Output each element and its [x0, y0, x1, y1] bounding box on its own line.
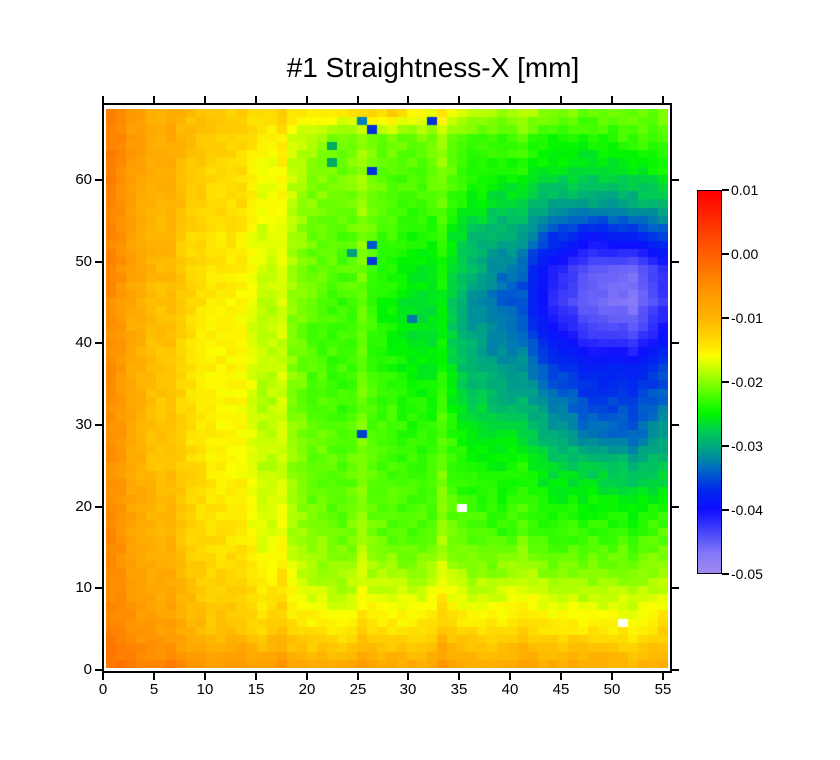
- x-tick-mark: [662, 673, 664, 680]
- x-tick-label: 30: [399, 681, 417, 698]
- colorbar-tick-mark: [722, 253, 729, 255]
- y-tick-mark: [672, 179, 679, 181]
- y-tick-mark: [95, 179, 102, 181]
- colorbar-tick-label: 0.00: [731, 246, 759, 262]
- x-tick-mark: [255, 96, 257, 103]
- y-tick-mark: [95, 669, 102, 671]
- x-tick-mark: [458, 96, 460, 103]
- y-tick-label: 20: [75, 498, 92, 515]
- x-tick-mark: [357, 96, 359, 103]
- y-tick-mark: [672, 261, 679, 263]
- y-tick-label: 40: [75, 334, 92, 351]
- y-tick-mark: [672, 587, 679, 589]
- plot-frame: [102, 103, 672, 673]
- y-tick-mark: [672, 424, 679, 426]
- x-tick-mark: [204, 673, 206, 680]
- colorbar-tick-mark: [722, 381, 729, 383]
- x-tick-mark: [102, 96, 104, 103]
- colorbar-tick-label: -0.04: [731, 502, 763, 518]
- colorbar-tick-label: 0.01: [731, 182, 759, 198]
- x-tick-mark: [255, 673, 257, 680]
- x-tick-label: 25: [349, 681, 367, 698]
- x-tick-mark: [306, 96, 308, 103]
- y-tick-label: 0: [83, 661, 92, 678]
- x-tick-label: 15: [247, 681, 265, 698]
- colorbar-tick-mark: [722, 445, 729, 447]
- x-tick-mark: [407, 96, 409, 103]
- x-tick-mark: [509, 673, 511, 680]
- colorbar: [697, 190, 722, 574]
- colorbar-tick-label: -0.02: [731, 374, 763, 390]
- x-tick-label: 35: [450, 681, 468, 698]
- y-tick-mark: [95, 424, 102, 426]
- y-tick-mark: [672, 669, 679, 671]
- y-tick-mark: [95, 342, 102, 344]
- x-tick-mark: [560, 96, 562, 103]
- colorbar-tick-mark: [722, 189, 729, 191]
- x-tick-mark: [611, 96, 613, 103]
- x-tick-label: 40: [501, 681, 519, 698]
- x-tick-mark: [204, 96, 206, 103]
- y-tick-label: 50: [75, 253, 92, 270]
- colorbar-gradient: [698, 191, 721, 573]
- x-tick-mark: [407, 673, 409, 680]
- y-tick-mark: [95, 506, 102, 508]
- x-tick-mark: [102, 673, 104, 680]
- y-tick-label: 60: [75, 171, 92, 188]
- colorbar-tick-mark: [722, 317, 729, 319]
- x-tick-mark: [662, 96, 664, 103]
- colorbar-tick-label: -0.01: [731, 310, 763, 326]
- heatmap-surface: [106, 109, 668, 668]
- y-tick-mark: [672, 342, 679, 344]
- x-tick-mark: [153, 96, 155, 103]
- x-tick-mark: [611, 673, 613, 680]
- y-tick-label: 10: [75, 579, 92, 596]
- x-tick-mark: [560, 673, 562, 680]
- y-tick-label: 30: [75, 416, 92, 433]
- x-tick-label: 10: [196, 681, 214, 698]
- x-tick-label: 55: [654, 681, 672, 698]
- x-tick-label: 45: [552, 681, 570, 698]
- colorbar-tick-label: -0.05: [731, 566, 763, 582]
- colorbar-tick-mark: [722, 573, 729, 575]
- chart-title: #1 Straightness-X [mm]: [286, 52, 580, 83]
- x-tick-mark: [153, 673, 155, 680]
- x-tick-label: 50: [603, 681, 621, 698]
- x-tick-mark: [509, 96, 511, 103]
- y-tick-mark: [95, 587, 102, 589]
- x-tick-mark: [306, 673, 308, 680]
- x-tick-mark: [357, 673, 359, 680]
- colorbar-tick-label: -0.03: [731, 438, 763, 454]
- y-tick-mark: [672, 506, 679, 508]
- y-tick-mark: [95, 261, 102, 263]
- x-tick-label: 0: [98, 681, 108, 698]
- x-tick-label: 20: [298, 681, 316, 698]
- x-tick-label: 5: [149, 681, 159, 698]
- colorbar-tick-mark: [722, 509, 729, 511]
- x-tick-mark: [458, 673, 460, 680]
